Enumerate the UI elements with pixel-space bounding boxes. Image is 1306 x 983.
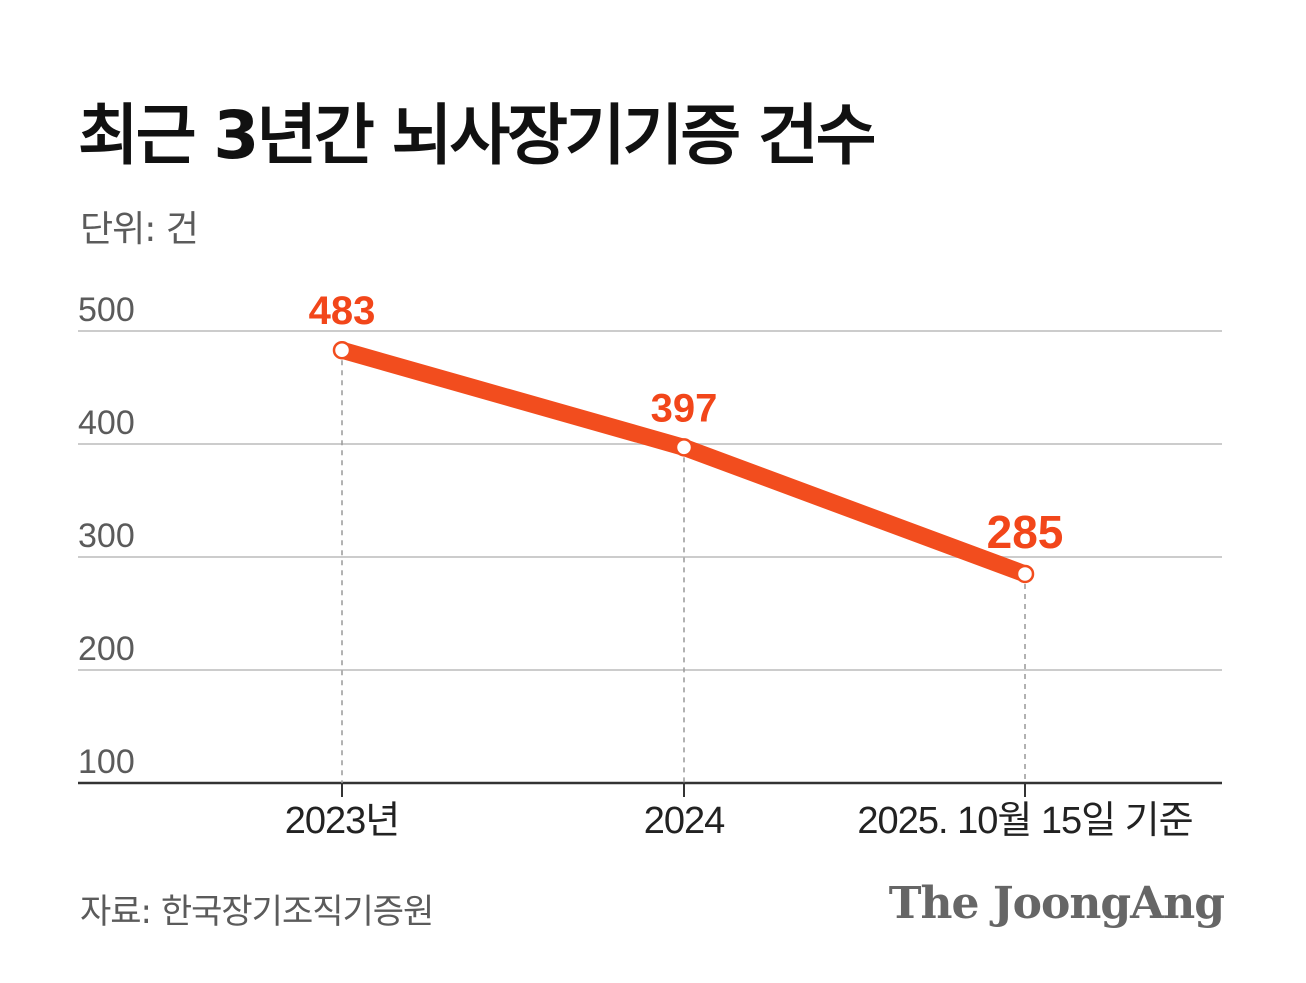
- publisher-logo: The JoongAng: [888, 878, 1225, 929]
- y-tick-500: 500: [78, 291, 135, 329]
- data-point-1: [674, 438, 694, 457]
- y-axis-ticks: 100 200 300 400 500: [78, 291, 135, 781]
- chart-title: 최근 3년간 뇌사장기기증 건수: [78, 97, 876, 174]
- guide-lines: [341, 350, 1026, 797]
- x-tick-2: 2025. 10월 15일 기준: [857, 800, 1192, 842]
- data-points: [332, 340, 1035, 584]
- source-note: 자료: 한국장기조직기증원: [80, 892, 434, 932]
- x-axis-ticks: 2023년 2024 2025. 10월 15일 기준: [285, 800, 1194, 842]
- y-tick-400: 400: [78, 404, 135, 442]
- data-labels: 483 397 285: [309, 289, 1064, 558]
- data-label-2: 285: [987, 506, 1064, 558]
- x-tick-0: 2023년: [285, 800, 400, 842]
- unit-label: 단위: 건: [80, 209, 199, 250]
- grid-layer: [78, 330, 1222, 785]
- data-label-1: 397: [651, 386, 718, 430]
- data-point-0: [332, 340, 352, 360]
- y-tick-100: 100: [78, 743, 135, 781]
- data-point-2: [1015, 564, 1035, 584]
- y-tick-200: 200: [78, 630, 135, 668]
- data-label-0: 483: [309, 289, 376, 333]
- x-tick-1: 2024: [644, 800, 725, 842]
- y-tick-300: 300: [78, 517, 135, 555]
